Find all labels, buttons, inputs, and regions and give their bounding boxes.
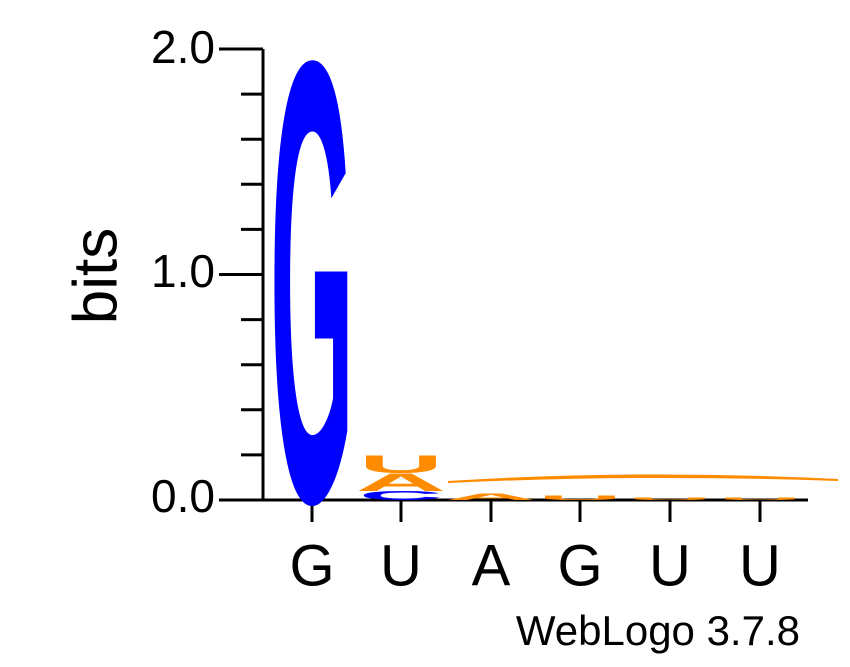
y-axis-label: bits <box>61 228 130 324</box>
weblogo-version-label: WebLogo 3.7.8 <box>516 607 800 654</box>
y-tick-label: 1.0 <box>151 245 215 297</box>
low-information-trace <box>448 474 838 483</box>
x-tick-label: U <box>739 533 781 598</box>
logo-letter-u: U <box>718 497 802 500</box>
x-axis <box>263 498 808 522</box>
logo-letter-u: U <box>359 450 443 478</box>
x-tick-label: G <box>289 533 334 598</box>
y-tick-label: 2.0 <box>151 21 215 73</box>
logo-letter-g: G <box>270 0 354 634</box>
y-tick-label: 0.0 <box>151 470 215 522</box>
logo-letter-a: A <box>356 469 447 497</box>
x-tick-label: U <box>649 533 691 598</box>
y-axis <box>219 47 265 502</box>
logo-letter-u: U <box>628 497 712 500</box>
logo-letter-u: U <box>538 494 622 501</box>
x-tick-label: U <box>380 533 422 598</box>
x-tick-label: G <box>557 533 602 598</box>
logo-letter-c: C <box>359 489 443 503</box>
x-tick-label: A <box>472 533 511 598</box>
logo-letter-a: A <box>446 491 537 502</box>
